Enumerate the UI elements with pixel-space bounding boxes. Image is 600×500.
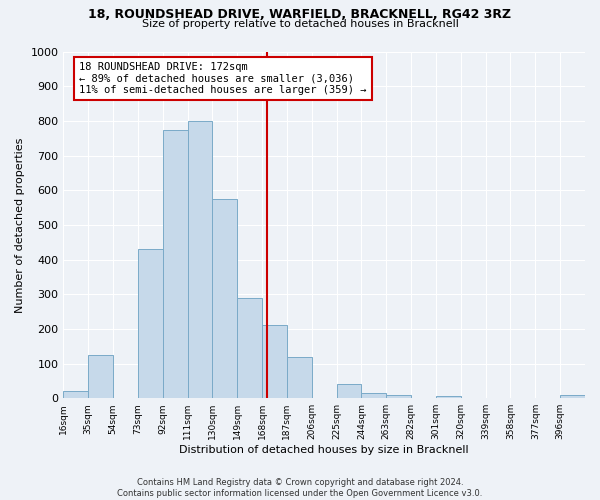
Bar bbox=[188, 121, 212, 398]
Bar bbox=[212, 199, 237, 398]
Bar bbox=[138, 249, 163, 398]
Bar bbox=[287, 356, 312, 398]
Bar bbox=[361, 393, 386, 398]
Text: 18, ROUNDSHEAD DRIVE, WARFIELD, BRACKNELL, RG42 3RZ: 18, ROUNDSHEAD DRIVE, WARFIELD, BRACKNEL… bbox=[88, 8, 512, 20]
Text: Contains HM Land Registry data © Crown copyright and database right 2024.
Contai: Contains HM Land Registry data © Crown c… bbox=[118, 478, 482, 498]
Bar bbox=[386, 394, 411, 398]
Bar bbox=[436, 396, 461, 398]
Text: Size of property relative to detached houses in Bracknell: Size of property relative to detached ho… bbox=[142, 19, 458, 29]
Bar bbox=[560, 394, 585, 398]
Bar bbox=[64, 392, 88, 398]
Bar bbox=[88, 355, 113, 398]
Bar bbox=[337, 384, 361, 398]
Bar bbox=[163, 130, 188, 398]
Bar bbox=[262, 326, 287, 398]
Bar bbox=[237, 298, 262, 398]
Y-axis label: Number of detached properties: Number of detached properties bbox=[15, 137, 25, 312]
Text: 18 ROUNDSHEAD DRIVE: 172sqm
← 89% of detached houses are smaller (3,036)
11% of : 18 ROUNDSHEAD DRIVE: 172sqm ← 89% of det… bbox=[79, 62, 367, 95]
X-axis label: Distribution of detached houses by size in Bracknell: Distribution of detached houses by size … bbox=[179, 445, 469, 455]
